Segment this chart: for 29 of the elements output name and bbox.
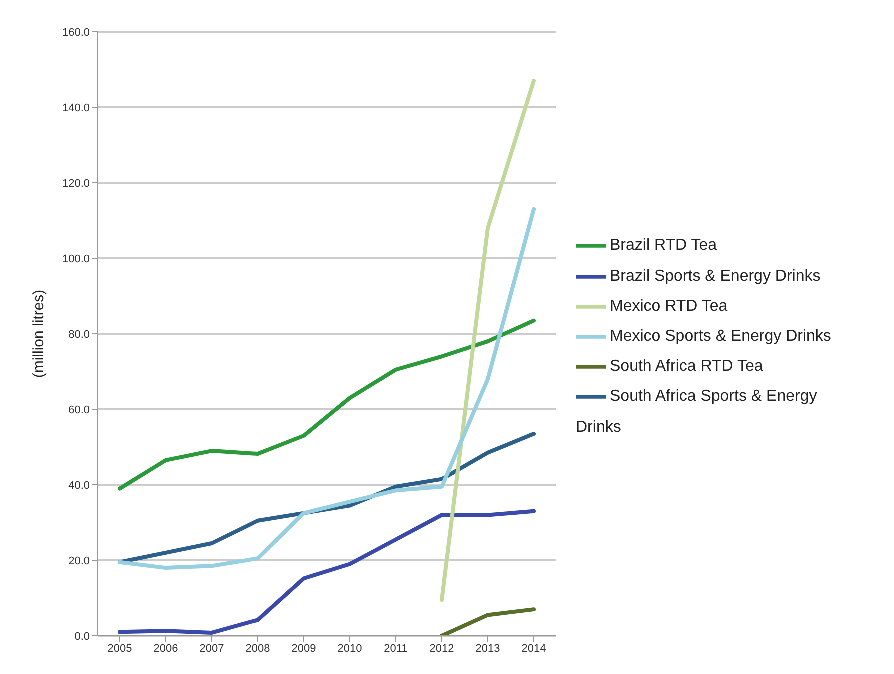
y-tick-label: 20.0 xyxy=(68,555,90,568)
legend-label: South Africa RTD Tea xyxy=(610,358,764,376)
y-tick-label: 0.0 xyxy=(74,630,90,643)
y-tick-label: 40.0 xyxy=(68,480,90,492)
x-tick-label: 2013 xyxy=(476,642,500,655)
x-tick-label: 2005 xyxy=(108,642,132,655)
line-series xyxy=(118,318,536,491)
y-tick-label: 60.0 xyxy=(68,404,90,416)
x-tick-label: 2008 xyxy=(246,642,270,655)
y-tick-label: 120.0 xyxy=(62,178,90,190)
legend-label: Mexico Sports & Energy Drinks xyxy=(610,328,832,346)
x-tick-label: 2011 xyxy=(384,642,408,655)
legend-label: Mexico RTD Tea xyxy=(610,298,728,315)
x-tick-label: 2007 xyxy=(200,642,224,655)
x-tick-label: 2012 xyxy=(430,642,454,655)
y-tick-label: 100.0 xyxy=(62,253,90,266)
legend-label: South Africa Sports & Energy Drinks xyxy=(576,388,818,436)
x-tick-label: 2006 xyxy=(154,642,178,655)
y-tick-label: 80.0 xyxy=(68,328,90,341)
x-tick-label: 2010 xyxy=(338,642,362,655)
y-tick-label: 140.0 xyxy=(62,102,90,114)
legend-label: Brazil RTD Tea xyxy=(610,238,717,255)
x-tick-label: 2014 xyxy=(522,642,546,655)
legend-label: Brazil Sports & Energy Drinks xyxy=(610,268,821,285)
y-tick-label: 160.0 xyxy=(62,26,90,39)
y-axis-title: (million litres) xyxy=(30,290,48,378)
x-tick-label: 2009 xyxy=(292,642,316,655)
line-series xyxy=(118,207,536,570)
line-series xyxy=(118,509,536,635)
